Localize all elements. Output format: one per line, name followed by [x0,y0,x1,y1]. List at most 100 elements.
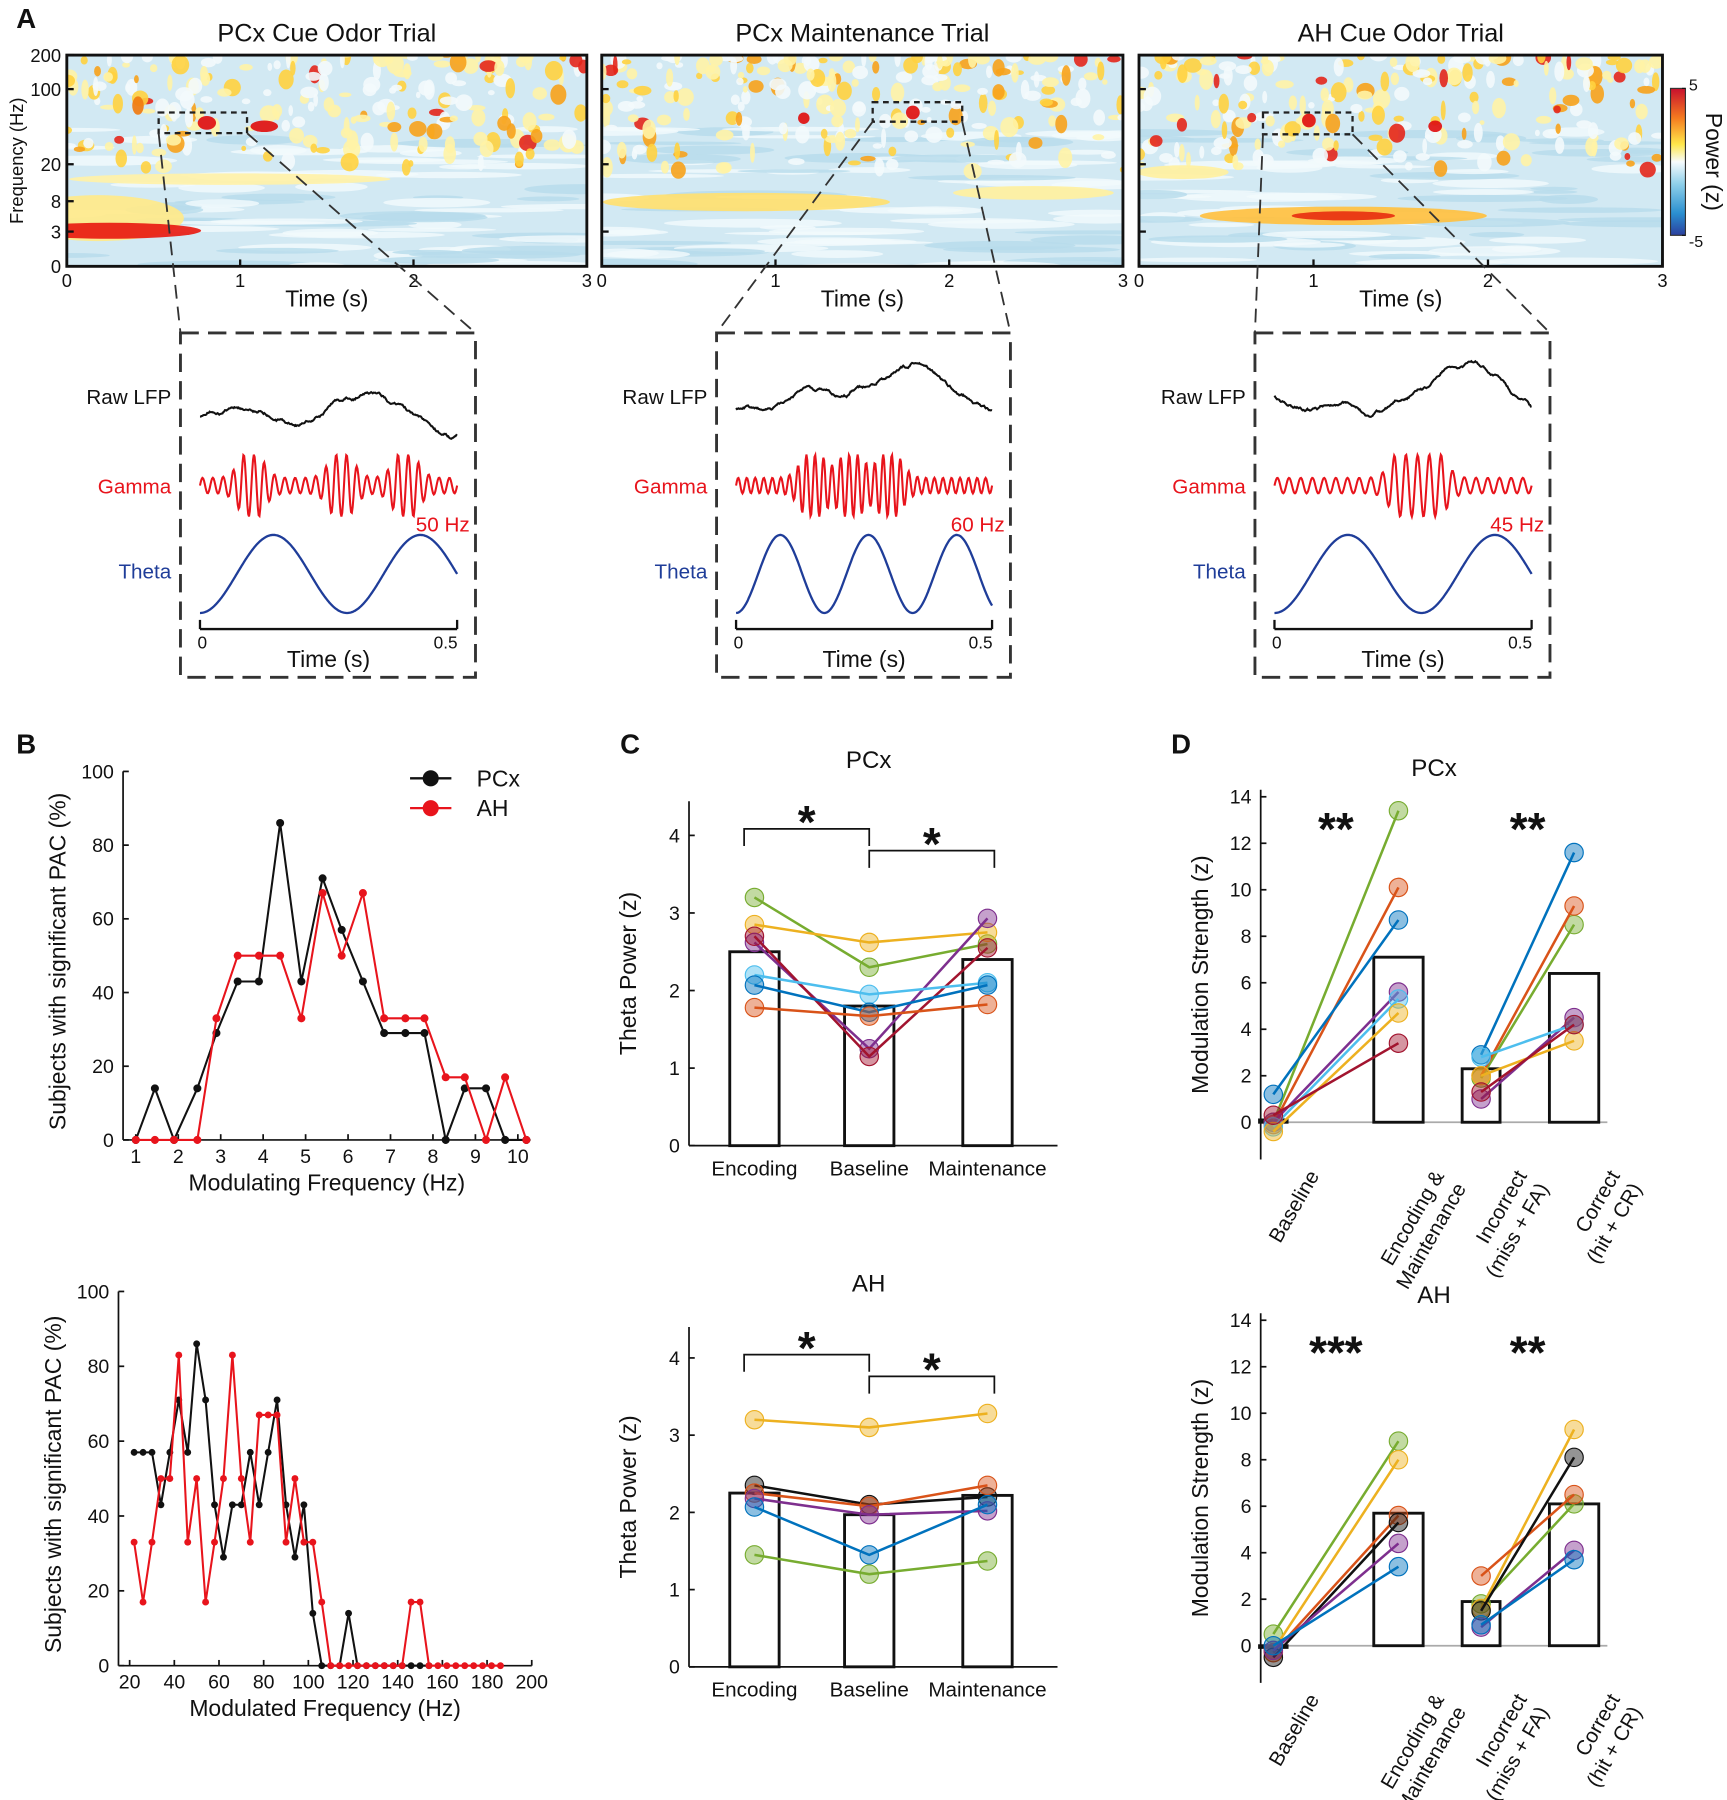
trace [735,361,993,412]
point [212,1014,221,1023]
spectrogram-blob [737,71,745,79]
chart-title: PCx [846,747,892,774]
spectrogram-blob [263,89,272,97]
spectrogram-blob [656,114,672,126]
subject-line [754,1003,988,1018]
spectrogram-blob [736,77,744,86]
subject-line [1272,1514,1400,1654]
point [380,1029,389,1038]
point [131,1135,140,1144]
spectrogram-blob [155,98,170,117]
y-tick-label: 0 [103,1130,114,1152]
spectrogram-blob [292,116,306,128]
point [420,1029,429,1038]
spectrogram-blob [125,79,138,96]
spectrogram-blob [217,88,232,97]
significance-bracket [868,1375,996,1394]
spectrogram-blob [373,55,391,68]
spectrogram-blob [155,159,172,174]
point [237,1501,245,1509]
subject-point [1564,1484,1584,1505]
significance-label: * [798,796,816,848]
y-tick-label: 8 [1241,926,1252,948]
y-tick-label: 40 [92,982,114,1004]
y-tick-label: 14 [1230,1310,1252,1332]
point [380,1662,388,1670]
inset-frame [715,331,1012,679]
spectrogram-blob [550,84,567,105]
spectrogram-blob [1312,147,1329,164]
y-tick-label: 40 [88,1506,110,1528]
subject-line [1479,852,1576,1056]
spectrogram-blob [479,60,498,72]
point [276,951,285,960]
spectrogram-blob [601,93,611,104]
spectrogram-blob [937,55,943,69]
x-tick-label: 3 [215,1146,226,1168]
spectrogram-blob [522,112,537,131]
spectrogram-blob [92,81,107,92]
spectrogram-blob [310,143,318,153]
subject-point [744,1497,765,1517]
inset-axis-label: Time (s) [287,646,370,672]
point [470,1662,478,1670]
spectrogram-blob [1041,85,1056,95]
spectrogram-blob [1440,100,1446,121]
y-tick-label: 2 [669,980,680,1002]
spectrogram-blob [387,122,402,133]
spectrogram-blob [1520,154,1532,167]
y-tick-label: 0 [1241,1636,1252,1658]
spectrogram-streak [1340,130,1508,139]
zoom-connector [961,121,1012,334]
spectrogram-blob [1093,109,1106,126]
y-tick-label: 60 [92,909,114,931]
point [254,977,263,986]
spectrogram-streak [601,173,724,179]
subject-point [977,938,998,958]
spectrogram-blob [953,84,971,92]
significance-label: * [798,1322,816,1374]
spectrogram-streak [1139,257,1257,263]
spectrogram-blob [340,153,359,172]
spectrogram-blob [1325,113,1341,134]
bar [961,958,1014,1148]
spectrogram-blob [346,130,359,151]
spectrogram-streak [1059,149,1115,155]
spectrogram-blob [627,114,639,123]
spectrogram-blob [617,100,635,112]
subject-line [1272,998,1400,1128]
spectrogram-blob [167,101,182,120]
spectrogram-blob [1238,100,1248,110]
subject-point [859,957,879,978]
spectrogram-blob [1321,99,1334,118]
spectrogram-blob [872,143,883,149]
series-line [134,822,527,1144]
y-tick-label: 0 [669,1136,680,1158]
spectrogram-streak [185,199,260,208]
spectrogram-blob [616,80,629,89]
spectrogram-blob [544,61,563,81]
point [130,1448,138,1456]
spectrogram [601,55,1123,267]
point [220,1553,227,1561]
spectrogram-blob [407,107,417,119]
spectrogram-streak [1468,231,1525,238]
x-tick-label: 1 [1308,270,1318,291]
spectrogram-streak [1139,189,1188,200]
spectrogram-blob [683,108,690,121]
subject-point [1388,1003,1409,1023]
x-tick-label: 2 [173,1146,184,1168]
point [264,1448,272,1456]
spectrogram-blob [820,128,828,139]
subject-point [1471,1566,1491,1586]
spectrogram-blob [1028,137,1043,149]
subject-line [753,896,988,969]
subject-line [1272,991,1400,1124]
subject-point [744,965,765,985]
spectrogram-blob [932,74,948,81]
spectrogram-blob [353,114,371,123]
spectrogram-streak [1539,194,1598,204]
spectrogram-streak [1563,220,1663,228]
spectrogram-frame [1137,53,1664,268]
spectrogram-blob [149,129,165,138]
